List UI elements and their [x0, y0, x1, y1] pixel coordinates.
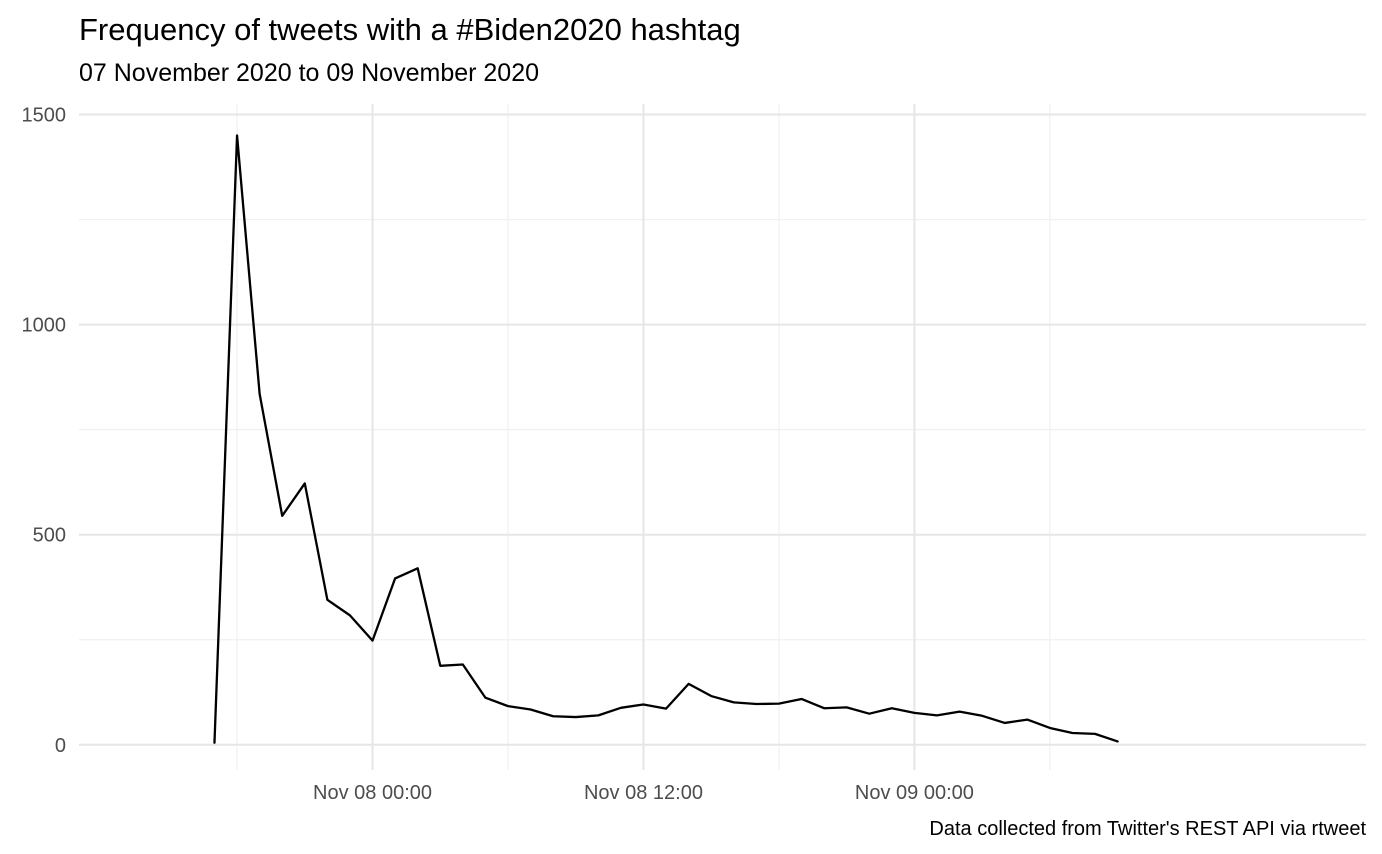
chart-title: Frequency of tweets with a #Biden2020 ha…	[79, 12, 741, 47]
y-tick-label: 500	[33, 525, 66, 547]
chart-subtitle: 07 November 2020 to 09 November 2020	[79, 59, 539, 87]
axis-labels: 0 500 1000 1500 Nov 08 00:00 Nov 08 12:00 Nov …	[22, 105, 974, 804]
series-line	[213, 134, 1119, 744]
series-layer	[213, 134, 1119, 744]
chart-caption: Data collected from Twitter's REST API v…	[929, 818, 1366, 840]
y-tick-label: 1000	[22, 315, 67, 337]
y-tick-label: 0	[55, 735, 66, 757]
x-tick-label: Nov 09 00:00	[855, 782, 974, 804]
y-tick-label: 1500	[22, 105, 67, 127]
grid-layer	[79, 104, 1366, 770]
x-tick-label: Nov 08 00:00	[313, 782, 432, 804]
x-tick-label: Nov 08 12:00	[584, 782, 703, 804]
